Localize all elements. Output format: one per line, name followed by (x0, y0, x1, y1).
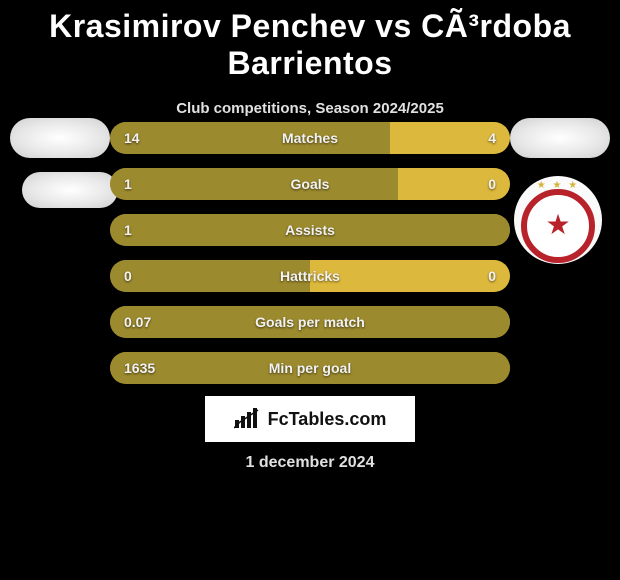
site-logo-text: FcTables.com (268, 409, 387, 430)
date-label: 1 december 2024 (0, 454, 620, 472)
club-badge-ring: ★ (521, 189, 595, 263)
stat-label: Assists (110, 214, 510, 246)
club-badge: ★ ★ ★ ★ (514, 176, 602, 264)
stat-label: Matches (110, 122, 510, 154)
stats-container: Matches144Goals10Assists1Hattricks00Goal… (110, 122, 510, 398)
stat-row: Hattricks0 0 (110, 260, 510, 292)
stat-label: Hattricks (110, 260, 510, 292)
stat-value-left: 1 (124, 168, 132, 200)
stat-value-left: 1 (124, 214, 132, 246)
stat-value-left: 0 (124, 260, 132, 292)
stat-label: Goals (110, 168, 510, 200)
stat-value-right: 0 (488, 168, 496, 200)
club-badge-star-icon: ★ (545, 211, 570, 239)
stat-label: Min per goal (110, 352, 510, 384)
stat-row: Assists1 (110, 214, 510, 246)
page-title: Krasimirov Penchev vs CÃ³rdoba Barriento… (0, 0, 620, 82)
stat-value-left: 1635 (124, 352, 155, 384)
page-subtitle: Club competitions, Season 2024/2025 (0, 100, 620, 117)
stat-value-right: 4 (488, 122, 496, 154)
stat-row: Matches14 4 (110, 122, 510, 154)
stat-value-left: 14 (124, 122, 140, 154)
stat-row: Goals1 0 (110, 168, 510, 200)
stat-value-right: 0 (488, 260, 496, 292)
player-left-avatar-2 (22, 172, 118, 208)
stat-label: Goals per match (110, 306, 510, 338)
stat-row: Min per goal1635 (110, 352, 510, 384)
site-logo[interactable]: FcTables.com (205, 396, 415, 442)
chart-icon (234, 408, 262, 430)
player-left-avatar-1 (10, 118, 110, 158)
stat-row: Goals per match0.07 (110, 306, 510, 338)
stat-value-left: 0.07 (124, 306, 151, 338)
player-right-avatar (510, 118, 610, 158)
